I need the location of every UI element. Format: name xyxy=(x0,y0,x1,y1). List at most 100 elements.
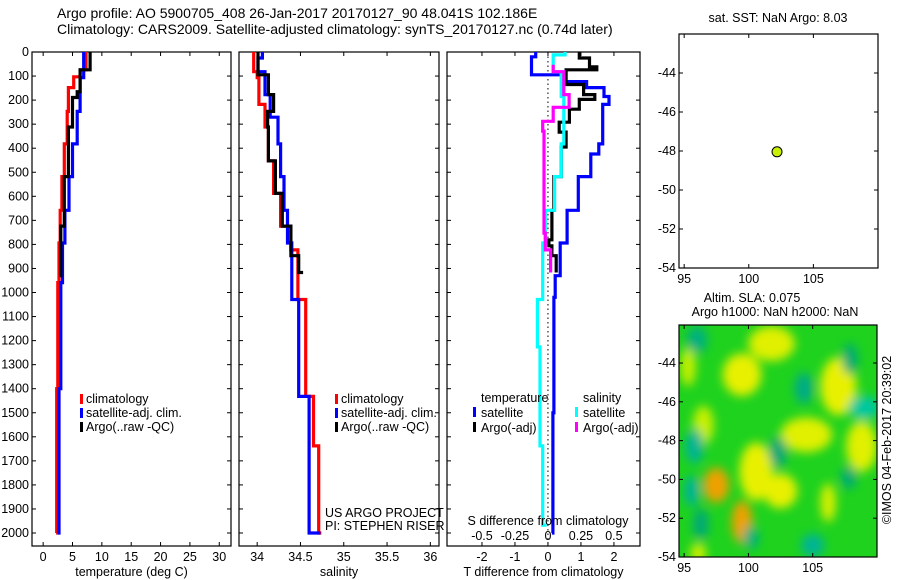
heatmap-blob xyxy=(722,353,762,396)
legend-title-temperature: temperature xyxy=(481,391,548,405)
heatmap-blob xyxy=(842,343,858,375)
heatmap-blob xyxy=(768,436,788,468)
heatmap-blob xyxy=(848,395,877,420)
credit-line1: US ARGO PROJECT xyxy=(325,506,444,520)
map-sst_map: 95 100 105 -44 -46 -48 -50 -52 -54 sat. SST: NaN … xyxy=(658,11,879,286)
plots-layer: 0100200300400500600700800900100011001200… xyxy=(1,11,879,579)
top-x-tick-label: -0.5 xyxy=(471,529,493,543)
top-x-tick-label: 0 xyxy=(544,529,551,543)
y-tick-label: 1900 xyxy=(1,502,29,516)
legend-swatch xyxy=(80,422,83,432)
panel-difference: -2 -1 0 1 2T difference from climatology -0.5… xyxy=(446,51,641,579)
heatmap-blob xyxy=(703,467,730,503)
legend-swatch xyxy=(473,407,476,417)
y-tick-label: 800 xyxy=(8,237,29,251)
heatmap-blob xyxy=(684,475,700,507)
lat-tick-label: -46 xyxy=(658,105,676,119)
legend-label: satellite xyxy=(481,406,523,420)
top-x-tick-label: 0.25 xyxy=(569,529,593,543)
heatmap-blob xyxy=(840,465,857,490)
imos-timestamp: ©IMOS 04-Feb-2017 20:39:02 xyxy=(880,356,894,524)
x-tick-label: 0 xyxy=(544,550,551,564)
legend-label: satellite-adj. clim. xyxy=(86,406,182,420)
x-axis-label: salinity xyxy=(320,565,359,579)
y-tick-label: 700 xyxy=(8,213,29,227)
lat-tick-label: -44 xyxy=(658,356,676,370)
legend-title-salinity: salinity xyxy=(583,391,622,405)
legend-swatch xyxy=(575,422,578,432)
x-tick-label: 15 xyxy=(124,550,138,564)
legend-label: Argo(..raw -QC) xyxy=(86,420,174,434)
y-tick-label: 1600 xyxy=(1,430,29,444)
lat-tick-label: -48 xyxy=(658,144,676,158)
y-tick-label: 100 xyxy=(8,69,29,83)
lat-tick-label: -44 xyxy=(658,66,676,80)
map-title-line1: Altim. SLA: 0.075 xyxy=(704,291,801,305)
lon-tick-label: 100 xyxy=(738,272,759,286)
series-line-salinity-argo-adj- xyxy=(541,64,571,273)
y-tick-label: 1400 xyxy=(1,382,29,396)
lon-tick-label: 95 xyxy=(677,561,691,575)
legend-label: Argo(..raw -QC) xyxy=(341,420,429,434)
legend-label: Argo(-adj) xyxy=(481,421,537,435)
y-tick-label: 400 xyxy=(8,141,29,155)
plot-frame xyxy=(446,51,641,547)
x-axis-label: temperature (deg C) xyxy=(75,565,188,579)
heatmap-blob xyxy=(685,428,704,464)
top-x-axis-label: S difference from climatology xyxy=(468,514,630,528)
lon-tick-label: 95 xyxy=(677,272,691,286)
heatmap-blob xyxy=(686,326,708,354)
y-tick-label: 900 xyxy=(8,261,29,275)
heatmap-blob xyxy=(780,417,833,453)
heatmap-blob xyxy=(846,421,877,472)
y-tick-label: 1200 xyxy=(1,334,29,348)
x-tick-label: 30 xyxy=(212,550,226,564)
y-tick-label: 300 xyxy=(8,117,29,131)
y-tick-label: 1300 xyxy=(1,358,29,372)
legend-swatch xyxy=(575,407,578,417)
heatmap-blob xyxy=(820,483,836,523)
x-tick-label: 5 xyxy=(69,550,76,564)
x-tick-label: -2 xyxy=(476,550,487,564)
x-tick-label: 0 xyxy=(40,550,47,564)
heatmap-blob xyxy=(743,525,759,550)
series-line-argo-raw-qc- xyxy=(59,52,92,278)
x-tick-label: 35 xyxy=(337,550,351,564)
panel-temperature: 0100200300400500600700800900100011001200… xyxy=(1,45,232,579)
x-tick-label: 1 xyxy=(577,550,584,564)
series-line-satellite-adj-clim- xyxy=(57,52,86,535)
heatmap-blob xyxy=(693,508,709,540)
x-tick-label: 36 xyxy=(423,550,437,564)
map-sla_map: 95 100 105 -44 -46 -48 -50 -52 -54 Altim. SLA: 0.… xyxy=(658,291,878,575)
legend-swatch xyxy=(473,422,476,432)
legend-label: climatology xyxy=(86,392,149,406)
heatmap-blob xyxy=(748,326,795,362)
y-tick-label: 1500 xyxy=(1,406,29,420)
heatmap-blob xyxy=(763,473,798,509)
heatmap-blob xyxy=(794,372,813,404)
y-tick-label: 600 xyxy=(8,189,29,203)
x-tick-label: -1 xyxy=(509,550,520,564)
heatmap-blob xyxy=(680,347,696,387)
lat-tick-label: -52 xyxy=(658,511,676,525)
y-tick-label: 0 xyxy=(22,45,29,59)
plot-frame xyxy=(238,51,440,547)
x-tick-label: 25 xyxy=(183,550,197,564)
series-line-satellite-adj-clim- xyxy=(256,52,321,535)
series-line-argo-raw-qc- xyxy=(256,52,304,275)
lon-tick-label: 105 xyxy=(802,561,823,575)
legend-label: climatology xyxy=(341,392,404,406)
y-tick-label: 1000 xyxy=(1,286,29,300)
legend-swatch xyxy=(335,422,338,432)
y-tick-label: 1700 xyxy=(1,454,29,468)
legend-swatch xyxy=(80,394,83,404)
top-x-tick-label: -0.25 xyxy=(501,529,530,543)
y-tick-label: 1800 xyxy=(1,478,29,492)
y-tick-label: 1100 xyxy=(2,310,29,324)
sla-heatmap xyxy=(679,325,877,557)
y-tick-label: 500 xyxy=(8,165,29,179)
top-x-tick-label: 0.5 xyxy=(605,529,622,543)
lat-tick-label: -54 xyxy=(658,261,676,275)
figure-title-line1: Argo profile: AO 5900705_408 26-Jan-2017… xyxy=(57,5,537,21)
